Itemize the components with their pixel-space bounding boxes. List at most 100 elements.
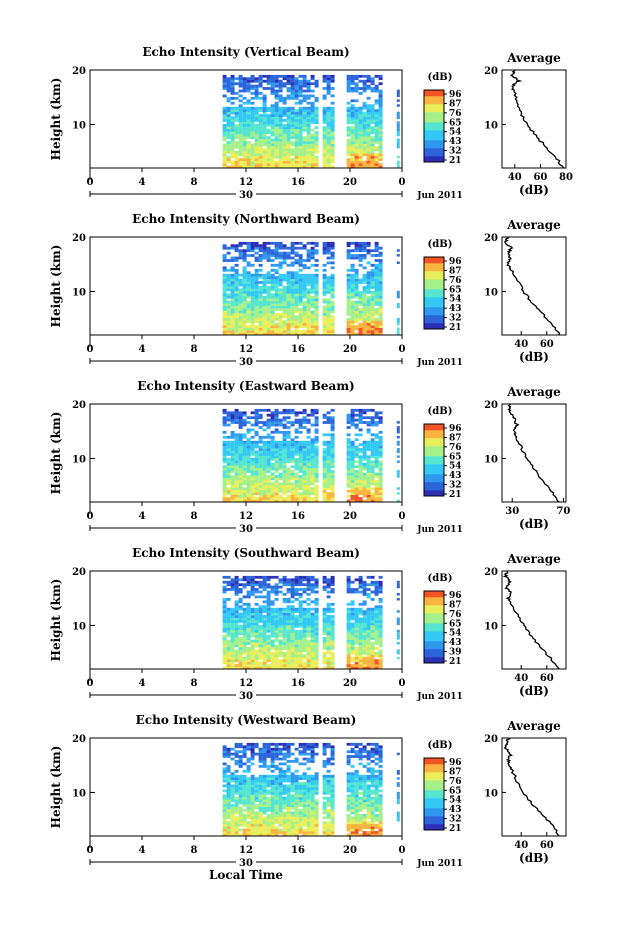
heatmap-cell <box>322 661 327 665</box>
heatmap-cell <box>378 133 383 137</box>
heatmap-cell <box>258 273 263 277</box>
heatmap-cell <box>258 416 263 420</box>
heatmap-cell <box>306 593 311 596</box>
heatmap-cell <box>310 141 315 144</box>
heatmap-cell <box>326 647 331 650</box>
heatmap-cell <box>298 430 303 434</box>
heatmap-cell <box>350 133 355 137</box>
heatmap-cell <box>366 106 371 110</box>
heatmap-cell <box>396 499 400 503</box>
heatmap-cell <box>322 450 327 454</box>
heatmap-cell <box>262 497 267 500</box>
day-label-bg <box>236 189 256 199</box>
heatmap-cell <box>258 492 263 495</box>
heatmap-cell <box>370 418 375 422</box>
heatmap-cell <box>322 145 327 149</box>
heatmap-cell <box>314 286 319 289</box>
heatmap-cell <box>366 150 371 154</box>
heatmap-cell <box>226 82 231 86</box>
heatmap-cell <box>238 435 243 439</box>
heatmap-cell <box>346 647 351 650</box>
heatmap-cell <box>370 158 375 161</box>
heatmap-cell <box>346 622 351 626</box>
heatmap-cell <box>234 482 239 486</box>
heatmap-cell <box>238 475 243 478</box>
heatmap-cell <box>242 150 247 154</box>
heatmap-cell <box>242 435 247 439</box>
heatmap-cell <box>350 305 355 309</box>
heatmap-cell <box>274 615 279 618</box>
heatmap-cell <box>362 133 367 137</box>
profile-x-tick-label: 40 <box>508 172 522 183</box>
heatmap-cell <box>258 462 263 466</box>
heatmap-cell <box>262 136 267 139</box>
colorbar-segment <box>424 635 444 638</box>
heatmap-cell <box>306 624 311 628</box>
heatmap-cell <box>250 133 255 137</box>
heatmap-cell <box>330 828 335 832</box>
heatmap-cell <box>396 649 400 652</box>
heatmap-cell <box>246 450 251 454</box>
heatmap-cell <box>378 460 383 464</box>
heatmap-cell <box>258 460 263 464</box>
heatmap-cell <box>298 322 303 326</box>
heatmap-cell <box>262 322 267 326</box>
colorbar-segment <box>424 315 444 318</box>
heatmap-cell <box>306 833 311 837</box>
profile-y-tick-label: 10 <box>484 621 498 632</box>
colorbar-segment <box>424 108 444 111</box>
heatmap-cell <box>262 624 267 628</box>
heatmap-cell <box>354 89 359 93</box>
heatmap-cell <box>254 141 259 144</box>
heatmap-cell <box>262 408 267 412</box>
heatmap-cell <box>374 639 379 643</box>
heatmap-cell <box>250 593 255 596</box>
heatmap-cell <box>350 460 355 464</box>
heatmap-cell <box>310 143 315 147</box>
heatmap-cell <box>278 256 283 260</box>
heatmap-cell <box>370 462 375 466</box>
heatmap-cell <box>346 295 351 299</box>
heatmap-cell <box>270 629 275 633</box>
heatmap-cell <box>282 462 287 466</box>
heatmap-cell <box>270 138 275 142</box>
heatmap-cell <box>294 831 299 834</box>
heatmap-cell <box>330 590 335 594</box>
heatmap-cell <box>230 448 235 451</box>
heatmap-cell <box>310 499 315 503</box>
heatmap-cell <box>282 654 287 658</box>
heatmap-cell <box>350 310 355 314</box>
heatmap-cell <box>366 310 371 314</box>
heatmap-cell <box>266 153 271 157</box>
heatmap-cell <box>374 87 379 90</box>
heatmap-cell <box>234 499 239 503</box>
heatmap-cell <box>262 288 267 292</box>
heatmap-cell <box>314 639 319 643</box>
heatmap-cell <box>358 487 363 491</box>
heatmap-cell <box>310 116 315 120</box>
heatmap-cell <box>290 457 295 461</box>
heatmap-cell <box>322 482 327 486</box>
heatmap-cell <box>314 150 319 154</box>
heatmap-cell <box>330 87 335 90</box>
heatmap-cell <box>282 111 287 115</box>
heatmap-cell <box>262 148 267 152</box>
heatmap-cell <box>286 141 291 144</box>
heatmap-cell <box>322 659 327 662</box>
heatmap-cell <box>374 455 379 459</box>
heatmap-cell <box>358 833 363 837</box>
heatmap-cell <box>234 632 239 636</box>
heatmap-cell <box>310 649 315 653</box>
heatmap-cell <box>230 617 235 621</box>
heatmap-cell <box>314 310 319 314</box>
heatmap-cell <box>246 833 251 837</box>
heatmap-cell <box>362 467 367 471</box>
heatmap-cell <box>294 310 299 314</box>
heatmap-cell <box>294 290 299 294</box>
heatmap-cell <box>254 443 259 446</box>
heatmap-cell <box>234 123 239 127</box>
heatmap-cell <box>378 644 383 648</box>
colorbar-segment <box>424 446 444 449</box>
heatmap-cell <box>266 639 271 643</box>
heatmap-cell <box>396 143 400 146</box>
